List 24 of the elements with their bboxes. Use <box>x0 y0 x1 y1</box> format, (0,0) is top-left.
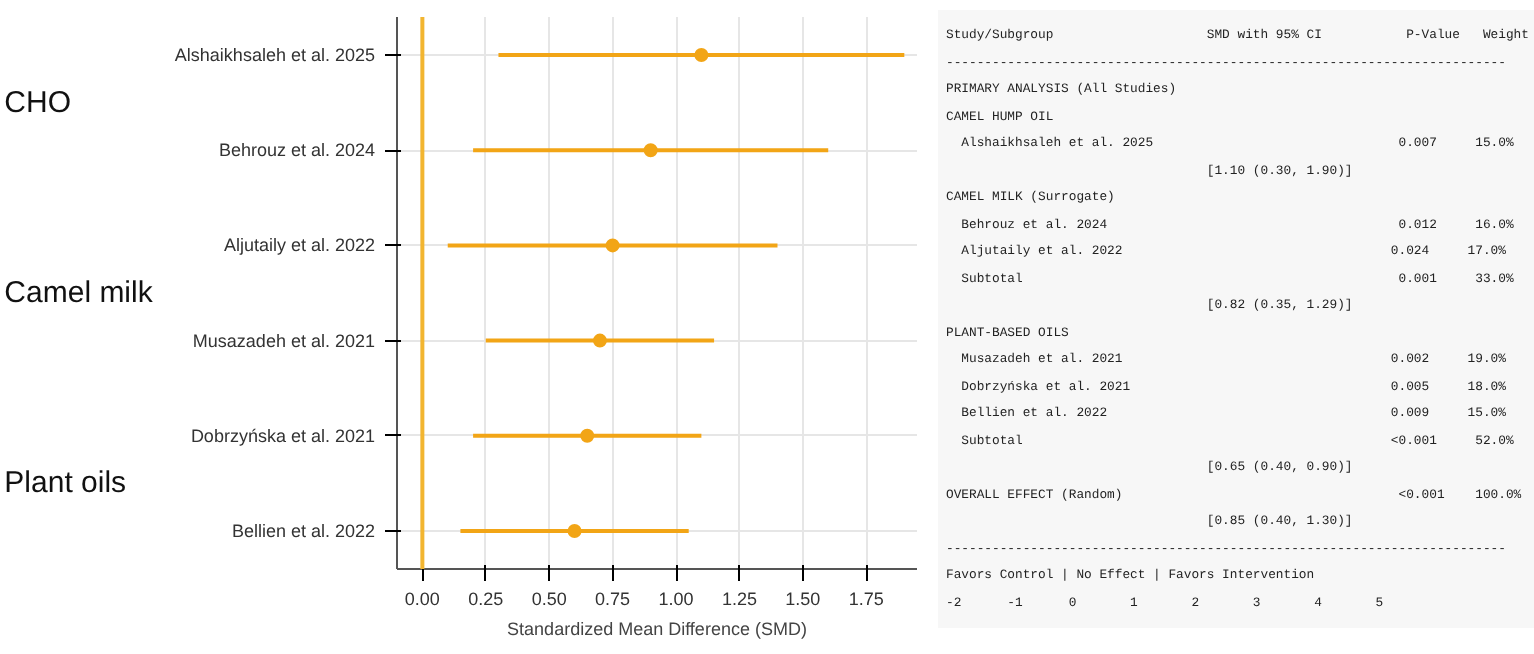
x-axis-title: Standardized Mean Difference (SMD) <box>507 619 807 639</box>
y-tick-label: Dobrzyńska et al. 2021 <box>190 425 376 446</box>
x-tick-label: 1.75 <box>848 589 884 609</box>
point <box>592 333 607 348</box>
text: Plant oils <box>4 466 127 501</box>
y-tick-label: Alshaikhsaleh et al. 2025 <box>174 45 376 66</box>
point <box>694 48 709 63</box>
x-tick-label: 0.50 <box>531 589 567 609</box>
y-tick-label: Musazadeh et al. 2021 <box>192 330 376 351</box>
x-tick-label: 1.50 <box>785 589 821 609</box>
y-tick-label: Aljutaily et al. 2022 <box>223 235 375 256</box>
x-tick-label: 0.25 <box>468 589 504 609</box>
x-tick-label: 1.00 <box>658 589 694 609</box>
y-tick-label: Behrouz et al. 2024 <box>218 140 376 161</box>
point <box>567 523 582 538</box>
text: Camel milk <box>4 276 154 310</box>
x-tick-label: 1.25 <box>721 589 757 609</box>
point <box>643 143 658 158</box>
point <box>580 428 595 443</box>
point <box>605 238 620 253</box>
x-tick-label: 0.00 <box>404 589 440 609</box>
x-tick-label: 0.75 <box>595 589 631 609</box>
y-tick-label: Bellien et al. 2022 <box>231 520 376 541</box>
text: CHO <box>4 85 72 120</box>
